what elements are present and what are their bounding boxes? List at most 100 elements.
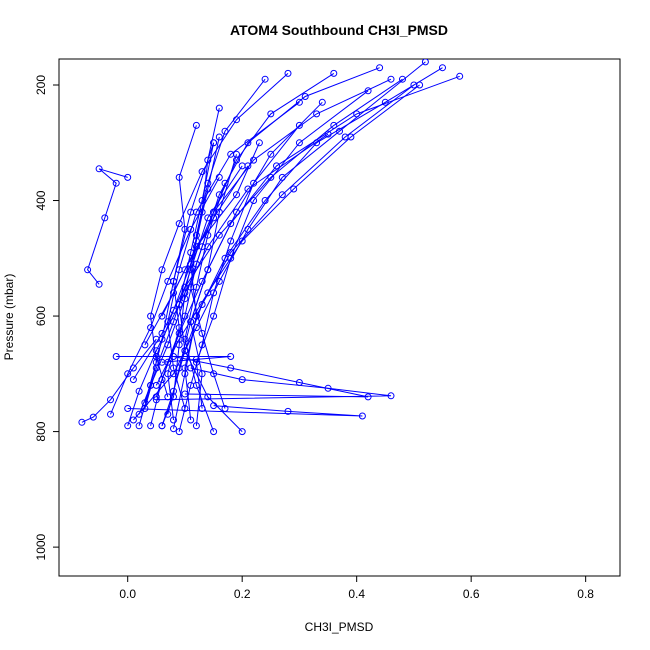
- data-point: [107, 410, 114, 418]
- series-line: [167, 101, 300, 409]
- data-point: [124, 405, 132, 412]
- data-point: [244, 139, 252, 147]
- data-point: [147, 422, 155, 430]
- data-point: [215, 104, 223, 112]
- series-line: [155, 84, 420, 386]
- data-point: [198, 168, 206, 176]
- data-point: [273, 162, 280, 170]
- data-point: [198, 329, 206, 337]
- y-tick-label: 1000: [34, 533, 48, 560]
- data-point: [227, 220, 235, 228]
- data-point: [112, 179, 120, 187]
- data-point: [221, 179, 229, 187]
- series: [152, 81, 424, 389]
- data-point: [158, 266, 166, 274]
- series: [107, 173, 223, 418]
- data-point: [399, 75, 406, 83]
- data-point: [135, 422, 143, 430]
- data-point: [198, 277, 206, 285]
- data-point: [204, 289, 212, 297]
- series: [187, 75, 269, 412]
- series-line: [156, 367, 392, 401]
- data-point: [198, 405, 206, 412]
- data-point: [175, 324, 183, 332]
- data-point: [336, 127, 343, 135]
- series: [124, 130, 332, 430]
- data-point: [215, 133, 223, 141]
- x-tick-label: 0.0: [119, 587, 136, 601]
- data-point: [170, 364, 177, 372]
- data-point: [124, 173, 132, 181]
- data-point: [210, 428, 218, 436]
- data-point: [387, 392, 395, 400]
- data-point: [181, 225, 189, 233]
- data-point: [170, 425, 177, 433]
- data-point: [187, 318, 195, 326]
- data-point: [192, 121, 200, 129]
- data-point: [175, 335, 183, 343]
- data-point: [278, 191, 286, 199]
- series-line: [81, 338, 157, 423]
- data-point: [175, 428, 183, 436]
- series-line: [155, 78, 392, 398]
- series: [158, 81, 418, 430]
- data-point: [238, 428, 246, 436]
- x-tick-label: 0.8: [577, 587, 594, 601]
- data-point: [164, 370, 172, 378]
- data-point: [198, 197, 206, 204]
- series-line: [167, 125, 197, 421]
- y-tick-label: 800: [34, 421, 48, 441]
- data-point: [238, 376, 246, 384]
- data-point: [227, 237, 235, 245]
- data-point: [95, 280, 103, 288]
- data-point: [78, 418, 86, 426]
- series: [124, 402, 366, 420]
- series-line: [127, 405, 363, 417]
- data-point: [227, 353, 235, 360]
- data-point: [244, 162, 252, 170]
- data-point: [233, 191, 240, 199]
- data-point: [147, 324, 155, 332]
- data-point: [164, 393, 172, 401]
- data-point: [456, 72, 464, 80]
- data-point: [215, 191, 223, 199]
- data-point: [210, 312, 218, 320]
- data-point: [135, 387, 143, 395]
- data-point: [278, 173, 286, 181]
- data-point: [295, 121, 303, 129]
- series: [181, 179, 229, 436]
- data-point: [181, 405, 189, 412]
- data-point: [181, 266, 189, 274]
- data-point: [330, 121, 338, 129]
- data-point: [358, 412, 366, 420]
- y-tick-label: 200: [34, 75, 48, 95]
- data-point: [227, 150, 235, 158]
- data-point: [170, 387, 177, 395]
- series-line: [161, 165, 249, 317]
- data-point: [210, 214, 218, 222]
- series: [84, 165, 132, 288]
- series-line: [144, 73, 289, 403]
- data-point: [421, 59, 429, 66]
- series-line: [173, 356, 369, 398]
- data-point: [215, 231, 223, 239]
- y-axis: 200 400 600 800 1000: [34, 75, 59, 560]
- data-point: [124, 370, 132, 378]
- data-point: [181, 312, 189, 320]
- x-tick-label: 0.4: [348, 587, 365, 601]
- data-point: [313, 110, 321, 118]
- data-point: [181, 364, 189, 372]
- data-point: [95, 165, 103, 173]
- data-point: [416, 81, 424, 89]
- series-line: [110, 177, 220, 415]
- data-point: [295, 139, 303, 147]
- data-point: [295, 98, 303, 106]
- series: [164, 98, 303, 412]
- series-line: [87, 168, 128, 285]
- data-point: [164, 410, 172, 418]
- data-point: [210, 402, 218, 410]
- data-point: [192, 358, 200, 366]
- data-point: [129, 376, 137, 384]
- data-point: [324, 384, 332, 392]
